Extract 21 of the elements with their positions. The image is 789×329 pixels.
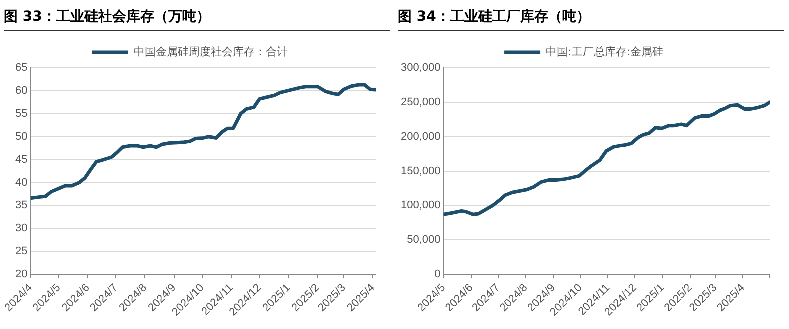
chart-title: 图 34：工业硅工厂库存（吨） — [398, 0, 784, 31]
y-tick-label: 100,000 — [400, 200, 441, 212]
y-tick-label: 300,000 — [400, 62, 441, 74]
y-tick-label: 50 — [16, 130, 28, 143]
y-tick-label: 30 — [16, 222, 28, 235]
y-tick-label: 50,000 — [407, 234, 441, 246]
y-tick-label: 45 — [16, 154, 28, 166]
y-tick-label: 35 — [16, 200, 28, 212]
y-tick-label: 20 — [16, 268, 28, 281]
legend-label: 中国:工厂总库存:金属硅 — [546, 45, 664, 58]
y-tick-label: 40 — [16, 176, 28, 189]
y-tick-label: 150,000 — [400, 165, 441, 178]
y-tick-label: 250,000 — [400, 96, 441, 108]
y-tick-label: 60 — [16, 84, 28, 97]
y-tick-label: 65 — [16, 62, 28, 74]
legend-label: 中国金属硅周度社会库存：合计 — [134, 45, 288, 58]
chart-title: 图 33：工业硅社会库存（万吨） — [4, 0, 390, 31]
y-tick-label: 0 — [434, 268, 441, 281]
y-tick-label: 200,000 — [400, 130, 441, 143]
y-tick-label: 25 — [16, 246, 28, 258]
y-tick-label: 55 — [16, 108, 28, 120]
